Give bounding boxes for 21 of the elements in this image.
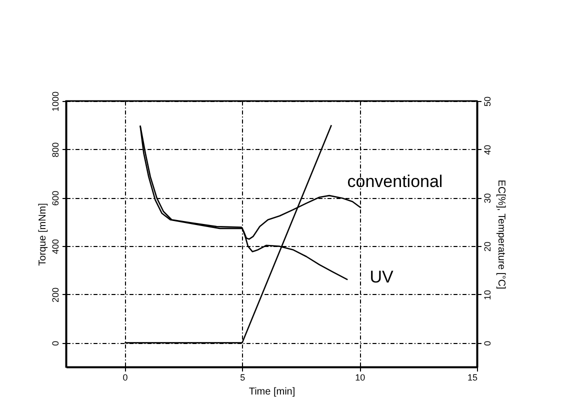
y-axis-title: Torque [mNm] [38,202,48,266]
y-tick-label: 800 [50,142,60,158]
y2-tick-label: 10 [482,290,492,300]
x-tick-label: 15 [467,372,478,382]
x-tick-label: 5 [240,372,246,382]
y-tick-label: 0 [50,340,60,346]
series-label: conventional [347,172,443,191]
y2-tick-label: 30 [482,193,492,204]
y2-tick-label: 50 [482,96,492,107]
y-tick-label: 1000 [50,91,60,112]
x-tick-label: 0 [122,372,128,382]
y-tick-label: 200 [50,287,60,302]
y2-axis-title: EC[%], Temperature [°C] [496,180,506,290]
x-axis-title: Time [min] [248,386,296,398]
y2-tick-label: 0 [482,340,492,346]
y2-tick-label: 40 [482,144,492,155]
y-tick-label: 400 [50,239,60,254]
x-tick-label: 10 [355,372,366,382]
series-label: UV [370,268,394,287]
y2-tick-label: 20 [482,242,492,252]
y-tick-label: 600 [50,190,60,206]
